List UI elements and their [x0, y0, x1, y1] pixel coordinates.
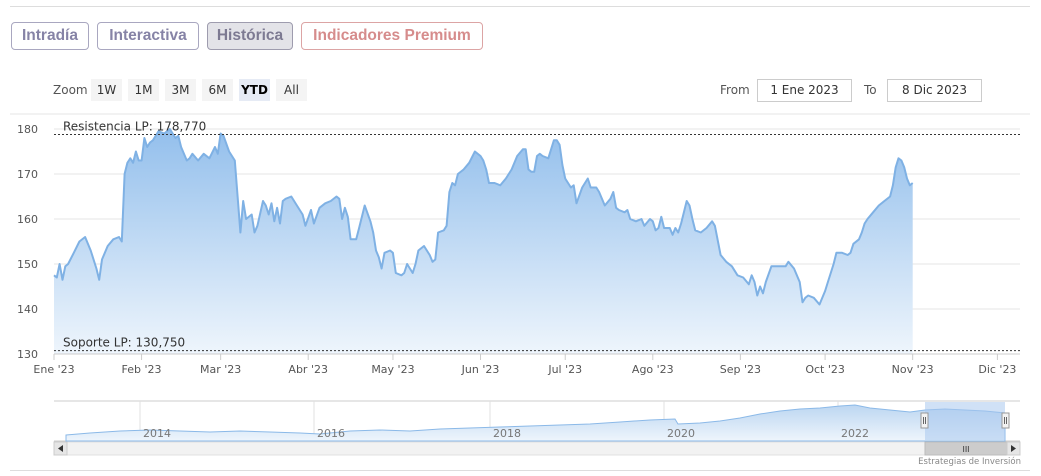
x-tick-label: Jul '23 [547, 363, 582, 376]
support-label: Soporte LP: 130,750 [63, 336, 185, 350]
navigator-year-label: 2018 [493, 427, 521, 440]
scrollbar-track [53, 441, 1021, 456]
y-tick-label: 160 [17, 213, 38, 226]
scrollbar[interactable]: III [53, 441, 1021, 456]
tab-historica[interactable]: Histórica [207, 22, 293, 50]
x-tick-label: Mar '23 [200, 363, 241, 376]
x-tick-label: Dic '23 [978, 363, 1016, 376]
navigator-year-label: 2016 [317, 427, 345, 440]
y-tick-label: 150 [17, 258, 38, 271]
x-tick-label: Oct '23 [805, 363, 845, 376]
range-from-label: From [720, 83, 750, 97]
y-tick-label: 170 [17, 168, 38, 181]
tab-intradia[interactable]: Intradía [11, 22, 89, 50]
zoom-1w-button[interactable]: 1W [91, 79, 122, 101]
navigator-right-handle[interactable] [1001, 412, 1010, 429]
x-tick-label: Sep '23 [720, 363, 761, 376]
navigator-year-label: 2022 [841, 427, 869, 440]
bottom-divider [10, 470, 1030, 471]
range-to-label: To [864, 83, 877, 97]
navigator-left-handle[interactable] [920, 412, 929, 429]
zoom-6m-button[interactable]: 6M [202, 79, 233, 101]
scroll-right-arrow-icon [1011, 445, 1016, 452]
resistance-label: Resistencia LP: 178,770 [63, 120, 206, 134]
scrollbar-grip: III [962, 445, 969, 454]
x-tick-label: Jun '23 [461, 363, 500, 376]
tab-interactiva[interactable]: Interactiva [97, 22, 199, 50]
x-tick-label: Ago '23 [632, 363, 674, 376]
credit-text: Estrategias de Inversión [918, 457, 1021, 467]
y-tick-label: 180 [17, 123, 38, 136]
top-divider [10, 6, 1030, 7]
y-tick-label: 140 [17, 303, 38, 316]
price-area-fill [54, 129, 913, 354]
range-from-input[interactable]: 1 Ene 2023 [757, 79, 852, 102]
zoom-3m-button[interactable]: 3M [165, 79, 196, 101]
x-tick-label: Ene '23 [33, 363, 74, 376]
navigator-year-label: 2014 [143, 427, 171, 440]
zoom-ytd-button[interactable]: YTD [239, 79, 270, 101]
navigator-year-label: 2020 [667, 427, 695, 440]
scroll-left-arrow-icon [58, 445, 63, 452]
x-tick-label: Feb '23 [122, 363, 162, 376]
navigator[interactable]: 2014 2016 2018 2020 2022 [54, 400, 1020, 442]
zoom-label: Zoom [53, 83, 88, 97]
price-line [53, 128, 914, 306]
navigator-selection [925, 402, 1005, 440]
x-tick-label: Nov '23 [892, 363, 934, 376]
zoom-1m-button[interactable]: 1M [128, 79, 159, 101]
x-tick-label: May '23 [371, 363, 414, 376]
y-tick-label: 130 [17, 348, 38, 361]
tab-indicadores-premium[interactable]: Indicadores Premium [301, 22, 483, 50]
zoom-all-button[interactable]: All [276, 79, 307, 101]
x-tick-label: Abr '23 [288, 363, 328, 376]
range-to-input[interactable]: 8 Dic 2023 [887, 79, 982, 102]
